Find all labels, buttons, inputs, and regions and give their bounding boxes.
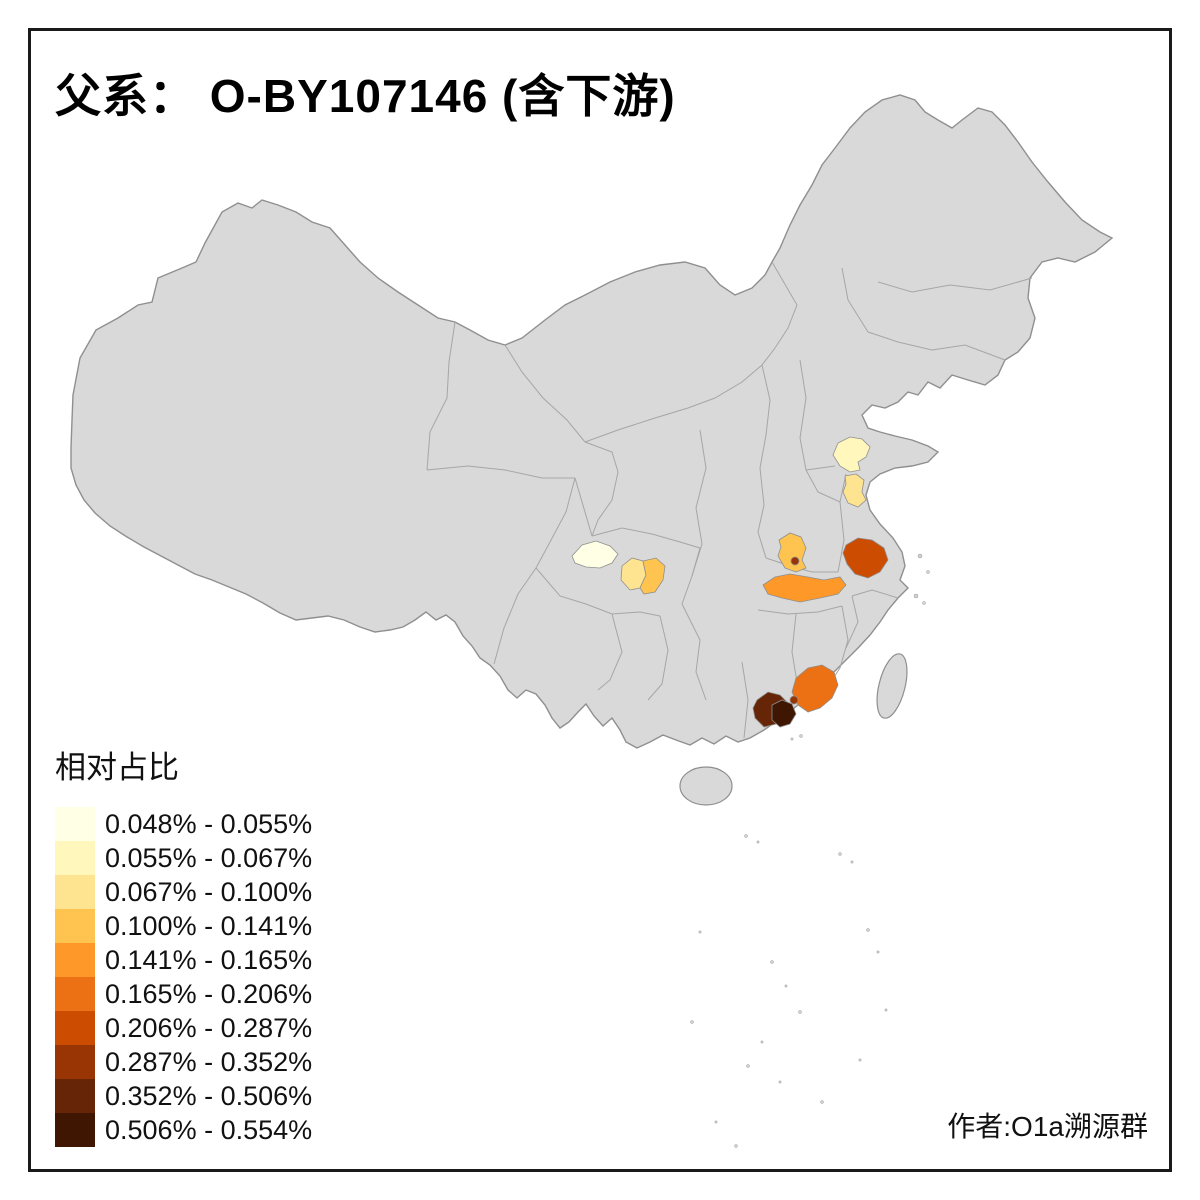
region-sichuan-east-gold [639,557,666,595]
legend-item: 0.055% - 0.067% [55,841,385,875]
map-legend: 相对占比 0.048% - 0.055% 0.055% - 0.067% 0.0… [55,742,385,1147]
legend-swatch [55,1011,95,1045]
legend-item: 0.287% - 0.352% [55,1045,385,1079]
region-anhui [842,537,889,579]
legend-label: 0.506% - 0.554% [105,1115,313,1145]
legend-swatch [55,807,95,841]
page-title: 父系： O-BY107146 (含下游) [55,70,676,122]
region-jiangsu [842,473,867,508]
legend-label: 0.141% - 0.165% [105,945,313,975]
legend-item: 0.165% - 0.206% [55,977,385,1011]
legend-swatch [55,909,95,943]
legend-swatch [55,841,95,875]
legend-label: 0.287% - 0.352% [105,1047,313,1077]
legend-label: 0.352% - 0.506% [105,1081,313,1111]
legend-title: 相对占比 [55,750,179,785]
province-borders [426,261,1033,739]
highlight-regions [571,436,889,728]
legend-label: 0.100% - 0.141% [105,911,313,941]
hainan-island [679,766,733,806]
legend-swatch [55,943,95,977]
region-guangdong-darkest [771,699,797,728]
sea-islands [690,553,930,1148]
legend-label: 0.165% - 0.206% [105,979,313,1009]
legend-item: 0.100% - 0.141% [55,909,385,943]
region-henan-dot [790,556,800,566]
china-mainland [70,94,1114,806]
legend-swatch [55,1113,95,1147]
legend-item: 0.206% - 0.287% [55,1011,385,1045]
taiwan-island [876,653,908,719]
author-credit: 作者:O1a溯源群 [947,1111,1148,1142]
legend-item: 0.352% - 0.506% [55,1079,385,1113]
legend-label: 0.206% - 0.287% [105,1013,313,1043]
legend-swatch [55,977,95,1011]
region-sichuan-west [571,540,619,569]
region-hubei [762,573,847,603]
legend-label: 0.067% - 0.100% [105,877,313,907]
legend-item: 0.048% - 0.055% [55,807,385,841]
region-guangdong-red-dot [789,695,799,705]
legend-label: 0.055% - 0.067% [105,843,313,873]
legend-swatch [55,1045,95,1079]
legend-item: 0.141% - 0.165% [55,943,385,977]
legend-swatch [55,875,95,909]
legend-label: 0.048% - 0.055% [105,809,313,839]
legend-item: 0.506% - 0.554% [55,1113,385,1147]
region-shandong [832,436,871,473]
legend-swatch [55,1079,95,1113]
china-outline [70,94,1114,749]
legend-item: 0.067% - 0.100% [55,875,385,909]
